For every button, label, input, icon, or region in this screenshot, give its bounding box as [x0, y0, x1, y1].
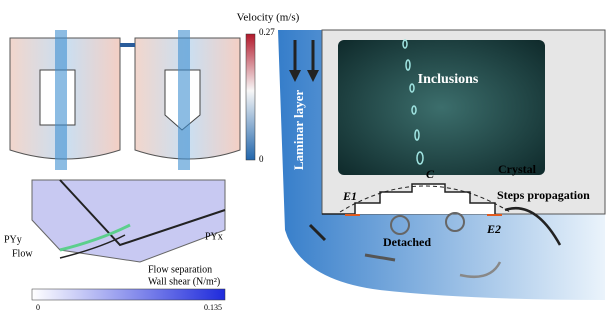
inclusions-label: Inclusions: [418, 72, 479, 87]
steps-label: Steps propagation: [497, 188, 590, 202]
velocity-title: Velocity (m/s): [237, 12, 300, 24]
velocity-max: 0.27: [259, 27, 275, 37]
e1-label: E1: [342, 189, 357, 203]
laminar-label: Laminar layer: [291, 90, 306, 171]
e2-label: E2: [486, 222, 501, 236]
wall-label: PYx: [205, 231, 223, 242]
wall-scale-min: 0: [36, 303, 40, 312]
velocity-colorbar: [246, 34, 255, 160]
detached-label: Detached: [383, 235, 431, 249]
velocity-min: 0: [259, 154, 264, 164]
wall-label: Flow separation: [148, 264, 212, 275]
wall-scale-title: Wall shear (N/m²): [148, 276, 220, 287]
wall-shear-panel: [32, 180, 225, 262]
simulation-panels: [10, 30, 240, 170]
wall-label: Flow: [12, 248, 33, 259]
figure: Velocity (m/s) 0.27 0 PYy Flow PYx Flow …: [0, 0, 606, 313]
schematic: [278, 30, 605, 300]
center-label: C: [426, 167, 435, 181]
wall-colorbar: [32, 289, 225, 300]
wall-scale-max: 0.135: [204, 303, 222, 312]
wall-label: PYy: [4, 234, 22, 245]
crystal-label: Crystal: [498, 162, 537, 176]
